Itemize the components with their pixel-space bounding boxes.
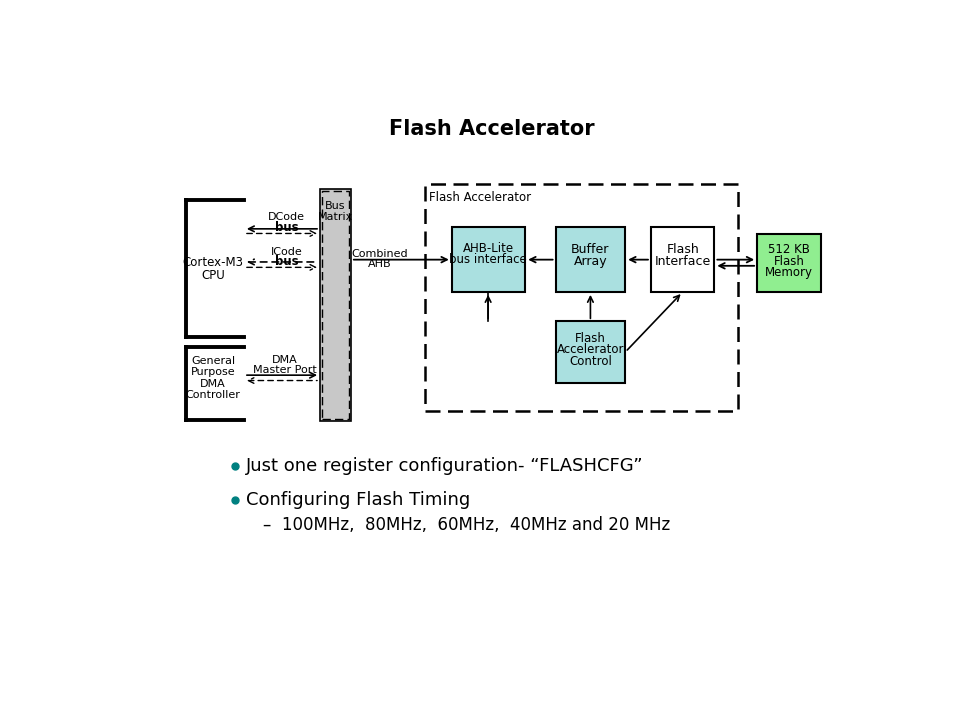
- Text: ICode: ICode: [271, 247, 302, 257]
- Text: CPU: CPU: [202, 269, 225, 282]
- Text: DMA: DMA: [200, 379, 226, 389]
- Text: DCode: DCode: [268, 212, 305, 222]
- Bar: [556, 321, 625, 383]
- Text: Flash: Flash: [666, 243, 699, 256]
- Text: Flash Accelerator: Flash Accelerator: [389, 119, 595, 139]
- Text: AHB: AHB: [368, 259, 392, 269]
- Text: 512 KB: 512 KB: [768, 243, 810, 256]
- Text: –  100MHz,  80MHz,  60MHz,  40MHz and 20 MHz: – 100MHz, 80MHz, 60MHz, 40MHz and 20 MHz: [263, 516, 671, 534]
- Text: bus interface: bus interface: [449, 253, 527, 266]
- Text: Flash Accelerator: Flash Accelerator: [429, 191, 532, 204]
- Text: Combined: Combined: [351, 249, 408, 259]
- Text: Flash: Flash: [774, 255, 804, 268]
- Bar: [320, 189, 351, 421]
- Text: Flash: Flash: [575, 332, 606, 345]
- Text: Purpose: Purpose: [191, 367, 235, 377]
- Text: bus: bus: [275, 256, 299, 269]
- Text: Accelerator: Accelerator: [557, 343, 624, 356]
- Text: Controller: Controller: [185, 390, 240, 400]
- Text: AHB-Lite: AHB-Lite: [463, 242, 514, 255]
- Bar: [651, 227, 714, 292]
- Bar: [323, 191, 348, 419]
- Text: Interface: Interface: [655, 256, 710, 269]
- Text: bus: bus: [275, 221, 299, 234]
- Text: Memory: Memory: [765, 266, 813, 279]
- Text: General: General: [191, 356, 235, 366]
- Text: Just one register configuration- “FLASHCFG”: Just one register configuration- “FLASHC…: [247, 457, 644, 475]
- Bar: [452, 227, 525, 292]
- Bar: [556, 227, 625, 292]
- Text: Buffer: Buffer: [571, 243, 610, 256]
- Text: Master Port: Master Port: [253, 365, 317, 374]
- Text: Control: Control: [569, 355, 612, 368]
- Bar: [424, 184, 738, 411]
- Text: Matrix: Matrix: [318, 212, 353, 222]
- Text: Array: Array: [574, 256, 608, 269]
- Text: Configuring Flash Timing: Configuring Flash Timing: [247, 491, 470, 509]
- Bar: [757, 234, 821, 292]
- Text: DMA: DMA: [273, 355, 298, 365]
- Text: Bus: Bus: [325, 201, 346, 211]
- Text: Cortex-M3: Cortex-M3: [182, 256, 244, 269]
